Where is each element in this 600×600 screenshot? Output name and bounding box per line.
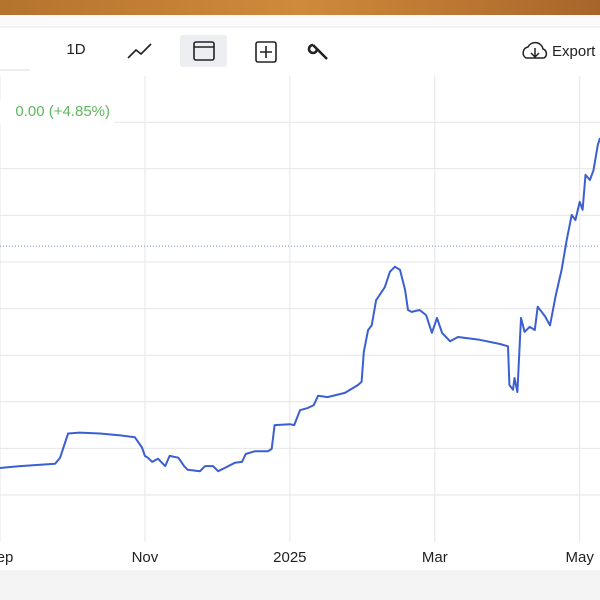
calendar-icon bbox=[193, 41, 215, 61]
annotation-bg bbox=[0, 100, 114, 124]
add-indicator-icon[interactable] bbox=[255, 41, 277, 63]
plot-area: Sep Nov 2025 Mar May 0.00 (+4.85%) bbox=[0, 75, 600, 566]
calendar-button-bg[interactable] bbox=[180, 35, 227, 67]
x-tick-label: Mar bbox=[422, 549, 448, 566]
add-indicator-plus bbox=[260, 46, 272, 58]
x-tick-label: May bbox=[566, 549, 595, 566]
x-tick-label: Sep bbox=[0, 549, 13, 566]
x-tick-label: Nov bbox=[132, 549, 159, 566]
export-button[interactable]: Export bbox=[552, 43, 596, 60]
range-button[interactable]: 1D bbox=[66, 41, 85, 58]
export-icon[interactable] bbox=[522, 41, 548, 59]
line-chart-icon[interactable] bbox=[127, 43, 152, 59]
change-annotation: 0.00 (+4.85%) bbox=[15, 103, 110, 120]
banner-gap bbox=[0, 15, 600, 25]
price-line bbox=[0, 137, 600, 473]
x-tick-label: 2025 bbox=[273, 549, 306, 566]
banner-image bbox=[0, 0, 600, 15]
footer-strip bbox=[0, 570, 600, 600]
settings-icon[interactable] bbox=[307, 43, 328, 60]
